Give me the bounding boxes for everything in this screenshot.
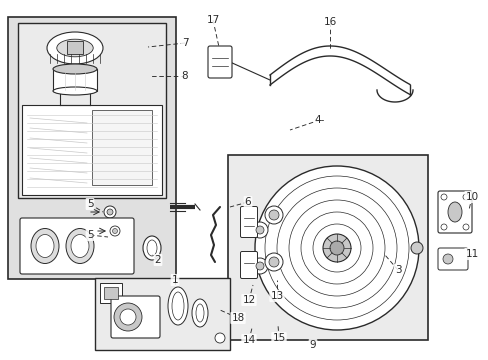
Text: 1: 1	[171, 275, 178, 285]
Circle shape	[442, 254, 452, 264]
Text: 11: 11	[465, 249, 478, 259]
Text: 5: 5	[86, 199, 93, 209]
FancyBboxPatch shape	[437, 191, 471, 233]
Bar	[67, 41, 83, 54]
Text: 13: 13	[270, 291, 283, 301]
Bar	[95, 278, 229, 350]
Text: 10: 10	[465, 192, 478, 202]
Circle shape	[256, 226, 264, 234]
Circle shape	[114, 303, 142, 331]
Circle shape	[112, 229, 117, 234]
Circle shape	[251, 258, 267, 274]
Bar	[8, 17, 176, 279]
Circle shape	[215, 333, 224, 343]
Circle shape	[410, 242, 422, 254]
Circle shape	[256, 262, 264, 270]
Ellipse shape	[53, 64, 97, 74]
Text: 8: 8	[182, 71, 188, 81]
Circle shape	[268, 257, 279, 267]
Circle shape	[120, 309, 136, 325]
Text: 15: 15	[272, 333, 285, 343]
Bar	[22, 105, 162, 195]
Circle shape	[268, 210, 279, 220]
FancyBboxPatch shape	[240, 252, 257, 279]
FancyBboxPatch shape	[207, 46, 231, 78]
Ellipse shape	[447, 202, 461, 222]
Text: 6: 6	[244, 197, 251, 207]
Text: 4-: 4-	[314, 115, 325, 125]
Text: 16: 16	[323, 17, 336, 27]
Circle shape	[264, 253, 283, 271]
Circle shape	[323, 234, 350, 262]
Circle shape	[251, 222, 267, 238]
Ellipse shape	[71, 234, 89, 257]
Ellipse shape	[36, 234, 54, 257]
Ellipse shape	[142, 236, 161, 260]
Text: 3: 3	[394, 265, 401, 275]
Bar	[227, 155, 427, 340]
FancyBboxPatch shape	[111, 296, 160, 338]
Polygon shape	[269, 46, 409, 95]
Bar	[104, 287, 118, 299]
Ellipse shape	[192, 299, 207, 327]
Text: 7: 7	[182, 38, 188, 48]
Bar	[92, 110, 152, 185]
FancyBboxPatch shape	[437, 248, 467, 270]
Circle shape	[110, 226, 120, 236]
Ellipse shape	[66, 229, 94, 264]
Text: 17: 17	[206, 15, 219, 25]
FancyBboxPatch shape	[240, 207, 257, 238]
FancyBboxPatch shape	[20, 218, 134, 274]
Ellipse shape	[57, 39, 93, 57]
Text: 12: 12	[242, 295, 255, 305]
Text: 5: 5	[86, 230, 93, 240]
Circle shape	[264, 206, 283, 224]
Bar	[18, 23, 165, 198]
Ellipse shape	[53, 87, 97, 95]
Bar	[53, 69, 97, 91]
Text: 2: 2	[154, 255, 161, 265]
Text: 9: 9	[309, 340, 316, 350]
Ellipse shape	[31, 229, 59, 264]
Circle shape	[104, 206, 116, 218]
Ellipse shape	[47, 32, 103, 64]
Text: 14: 14	[242, 335, 255, 345]
Circle shape	[462, 194, 468, 200]
Text: 18: 18	[231, 313, 244, 323]
Circle shape	[440, 194, 446, 200]
Circle shape	[440, 224, 446, 230]
Bar	[100, 283, 122, 303]
Circle shape	[462, 224, 468, 230]
Circle shape	[329, 241, 343, 255]
Circle shape	[107, 209, 113, 215]
Circle shape	[254, 166, 418, 330]
Ellipse shape	[168, 287, 187, 325]
